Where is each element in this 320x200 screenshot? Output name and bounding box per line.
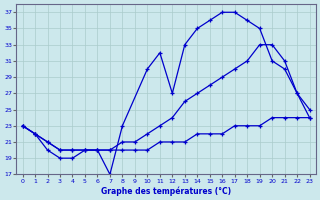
X-axis label: Graphe des températures (°C): Graphe des températures (°C) — [101, 186, 231, 196]
